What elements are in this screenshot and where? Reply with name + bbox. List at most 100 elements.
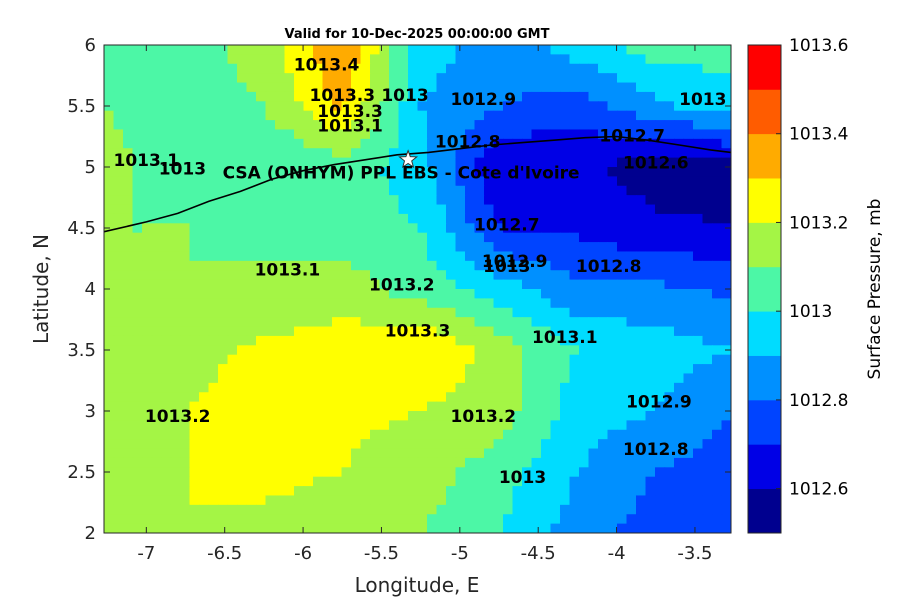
- pressure-cell: [721, 45, 731, 55]
- pressure-cell: [199, 307, 210, 318]
- pressure-cell: [132, 476, 143, 487]
- pressure-cell: [123, 486, 134, 497]
- pressure-cell: [560, 138, 571, 149]
- pressure-cell: [531, 467, 542, 478]
- pressure-cell: [284, 486, 295, 497]
- pressure-cell: [683, 129, 694, 140]
- pressure-cell: [256, 54, 267, 65]
- pressure-cell: [313, 298, 324, 309]
- pressure-cell: [560, 63, 571, 74]
- pressure-cell: [560, 110, 571, 121]
- pressure-cell: [170, 467, 181, 478]
- colorbar-tick-label: 1013: [789, 302, 832, 322]
- pressure-cell: [560, 392, 571, 403]
- pressure-cell: [265, 345, 276, 356]
- pressure-cell: [151, 110, 162, 121]
- pressure-cell: [408, 392, 419, 403]
- pressure-cell: [655, 335, 666, 346]
- pressure-cell: [151, 476, 162, 487]
- pressure-cell: [712, 176, 723, 187]
- pressure-cell: [398, 73, 409, 84]
- pressure-cell: [550, 251, 561, 262]
- pressure-cell: [303, 91, 314, 102]
- pressure-cell: [256, 176, 267, 187]
- pressure-cell: [503, 204, 514, 215]
- pressure-cell: [465, 270, 476, 281]
- pressure-cell: [503, 439, 514, 450]
- pressure-cell: [702, 364, 713, 375]
- pressure-cell: [427, 326, 438, 337]
- pressure-cell: [626, 354, 637, 365]
- pressure-cell: [617, 223, 628, 234]
- pressure-cell: [351, 167, 362, 177]
- pressure-cell: [237, 486, 248, 497]
- pressure-cell: [683, 307, 694, 318]
- pressure-cell: [227, 373, 238, 384]
- pressure-cell: [322, 54, 333, 65]
- pressure-cell: [484, 260, 495, 271]
- pressure-cell: [588, 420, 599, 431]
- pressure-cell: [313, 448, 324, 459]
- pressure-cell: [256, 326, 267, 337]
- pressure-cell: [427, 138, 438, 149]
- pressure-cell: [541, 213, 552, 224]
- pressure-cell: [208, 439, 219, 450]
- pressure-cell: [351, 364, 362, 375]
- pressure-cell: [208, 260, 219, 271]
- pressure-cell: [246, 176, 257, 187]
- pressure-cell: [237, 364, 248, 375]
- pressure-cell: [645, 101, 656, 112]
- pressure-cell: [645, 242, 656, 253]
- pressure-cell: [683, 138, 694, 149]
- pressure-cell: [313, 63, 324, 74]
- pressure-cell: [227, 213, 238, 224]
- pressure-cell: [389, 148, 400, 159]
- pressure-cell: [256, 195, 267, 206]
- pressure-cell: [493, 401, 504, 412]
- pressure-cell: [579, 45, 590, 55]
- pressure-cell: [379, 457, 390, 468]
- pressure-cell: [265, 495, 276, 506]
- pressure-cell: [370, 495, 381, 506]
- pressure-cell: [446, 73, 457, 84]
- pressure-cell: [493, 279, 504, 290]
- pressure-cell: [303, 476, 314, 487]
- pressure-cell: [341, 270, 352, 281]
- pressure-cell: [465, 242, 476, 253]
- pressure-cell: [370, 45, 381, 55]
- pressure-cell: [408, 157, 419, 168]
- pressure-cell: [588, 129, 599, 140]
- pressure-cell: [702, 73, 713, 84]
- pressure-cell: [617, 382, 628, 393]
- pressure-cell: [389, 176, 400, 187]
- pressure-cell: [389, 382, 400, 393]
- pressure-cell: [370, 63, 381, 74]
- pressure-cell: [503, 242, 514, 253]
- pressure-cell: [503, 54, 514, 65]
- pressure-cell: [645, 195, 656, 206]
- pressure-cell: [237, 129, 248, 140]
- pressure-cell: [132, 223, 143, 234]
- pressure-cell: [370, 204, 381, 215]
- pressure-cell: [199, 63, 210, 74]
- pressure-cell: [484, 476, 495, 487]
- pressure-cell: [227, 45, 238, 55]
- pressure-cell: [674, 242, 685, 253]
- pressure-cell: [113, 213, 124, 224]
- pressure-cell: [636, 204, 647, 215]
- pressure-cell: [370, 382, 381, 393]
- pressure-cell: [123, 307, 134, 318]
- pressure-cell: [341, 251, 352, 262]
- pressure-cell: [674, 364, 685, 375]
- pressure-cell: [512, 176, 523, 187]
- pressure-cell: [484, 110, 495, 121]
- pressure-cell: [664, 129, 675, 140]
- pressure-cell: [275, 54, 286, 65]
- pressure-cell: [256, 392, 267, 403]
- pressure-cell: [113, 486, 124, 497]
- pressure-cell: [674, 54, 685, 65]
- pressure-cell: [512, 392, 523, 403]
- pressure-cell: [560, 523, 571, 533]
- pressure-cell: [683, 486, 694, 497]
- pressure-cell: [132, 45, 143, 55]
